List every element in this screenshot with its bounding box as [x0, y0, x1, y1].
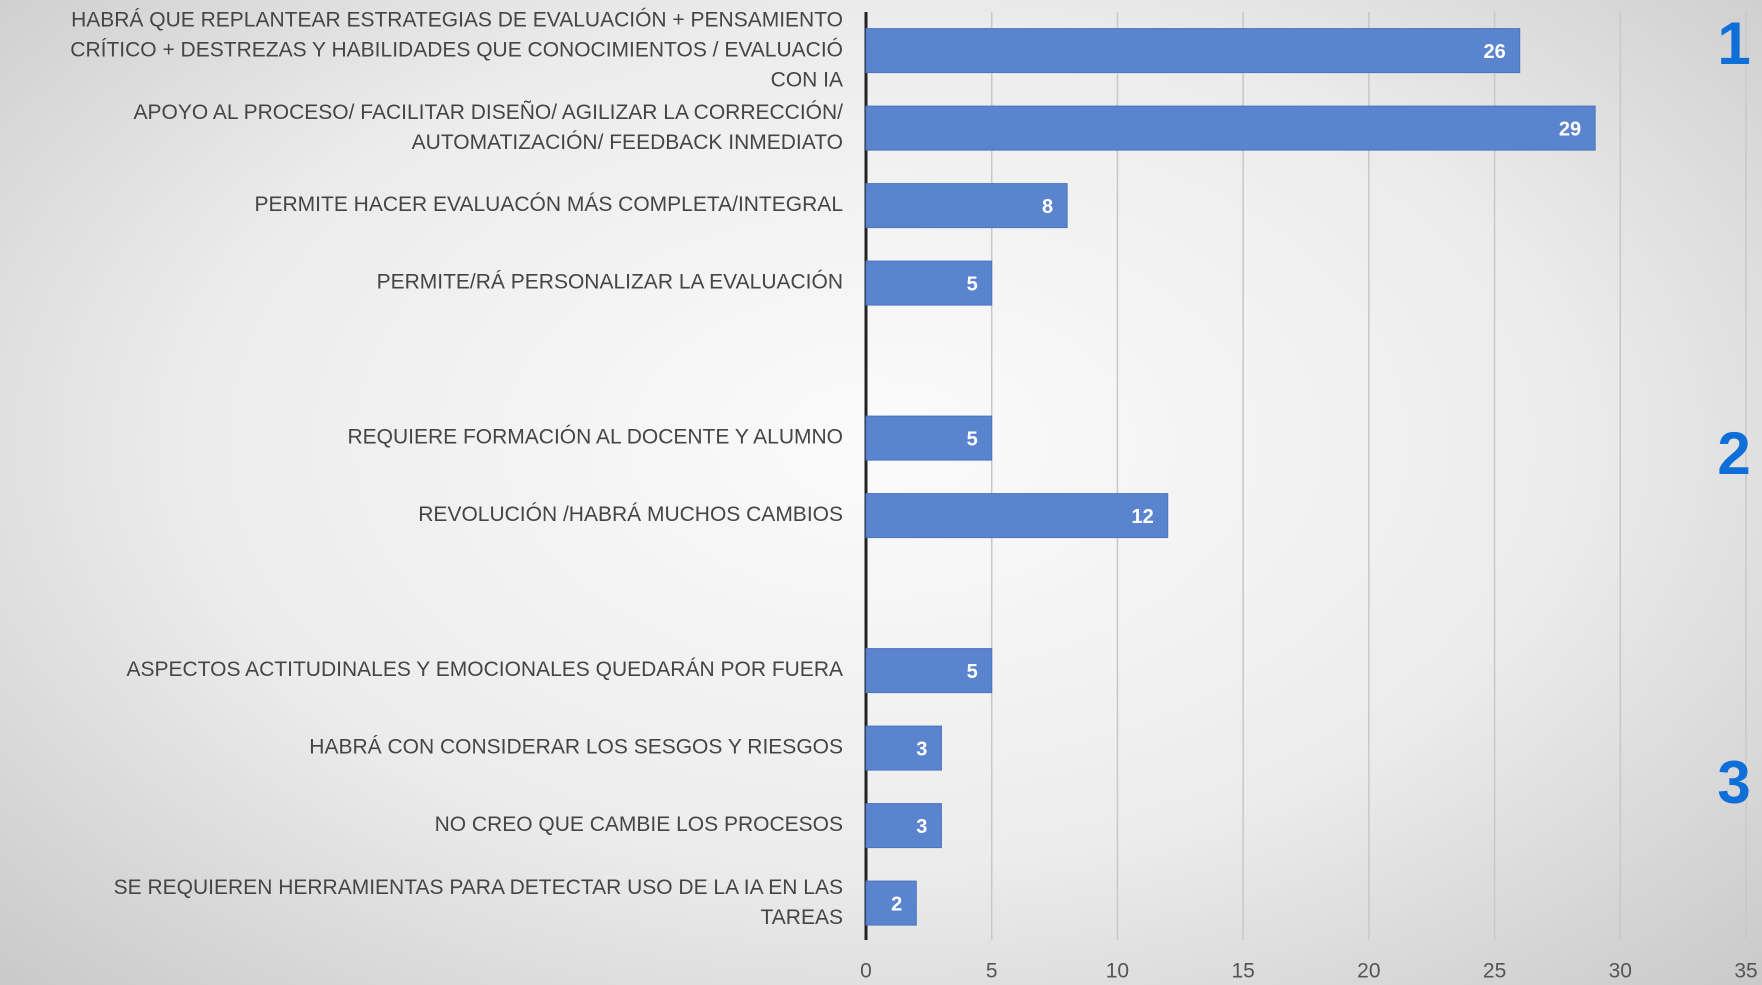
x-tick-label: 20 — [1357, 960, 1380, 983]
value-label: 3 — [916, 816, 927, 838]
value-label: 5 — [967, 428, 978, 450]
annotation: 2 — [1717, 420, 1750, 487]
bar — [865, 493, 1169, 539]
bar — [865, 725, 942, 771]
y-tick-label: SE REQUIEREN HERRAMIENTAS PARA DETECTAR … — [114, 876, 843, 929]
value-label: 12 — [1131, 506, 1153, 528]
bar — [865, 105, 1596, 151]
y-tick-label: REQUIERE FORMACIÓN AL DOCENTE Y ALUMNO — [347, 426, 843, 449]
value-label: 29 — [1559, 118, 1581, 140]
x-tick-label: 25 — [1483, 960, 1506, 983]
bar — [865, 415, 993, 461]
x-tick-label: 5 — [986, 960, 998, 983]
x-tick-label: 35 — [1734, 960, 1757, 983]
x-tick-label: 15 — [1231, 960, 1254, 983]
y-tick-label: PERMITE HACER EVALUACÓN MÁS COMPLETA/INT… — [255, 193, 844, 216]
bar — [865, 880, 917, 926]
bar — [865, 183, 1068, 229]
annotation: 1 — [1717, 10, 1750, 77]
value-label: 26 — [1483, 41, 1505, 63]
x-tick-label: 30 — [1609, 960, 1632, 983]
bar — [865, 260, 993, 306]
value-label: 5 — [967, 273, 978, 295]
x-tick-label: 0 — [860, 960, 872, 983]
y-tick-label: PERMITE/RÁ PERSONALIZAR LA EVALUACIÓN — [377, 271, 843, 294]
y-tick-label: APOYO AL PROCESO/ FACILITAR DISEÑO/ AGIL… — [133, 100, 843, 154]
y-tick-label: ASPECTOS ACTITUDINALES Y EMOCIONALES QUE… — [126, 658, 843, 681]
annotation: 3 — [1717, 749, 1750, 816]
bar — [865, 803, 942, 849]
value-label: 2 — [891, 893, 902, 915]
y-tick-label: HABRÁ QUE REPLANTEAR ESTRATEGIAS DE EVAL… — [70, 8, 843, 91]
y-tick-label: NO CREO QUE CAMBIE LOS PROCESOS — [435, 813, 843, 836]
value-label: 5 — [967, 661, 978, 683]
bar — [865, 28, 1521, 74]
y-tick-label: HABRÁ CON CONSIDERAR LOS SESGOS Y RIESGO… — [309, 736, 843, 759]
bar — [865, 648, 993, 694]
value-label: 3 — [916, 738, 927, 760]
x-tick-label: 10 — [1106, 960, 1129, 983]
value-label: 8 — [1042, 196, 1053, 218]
y-tick-label: REVOLUCIÓN /HABRÁ MUCHOS CAMBIOS — [418, 503, 843, 526]
